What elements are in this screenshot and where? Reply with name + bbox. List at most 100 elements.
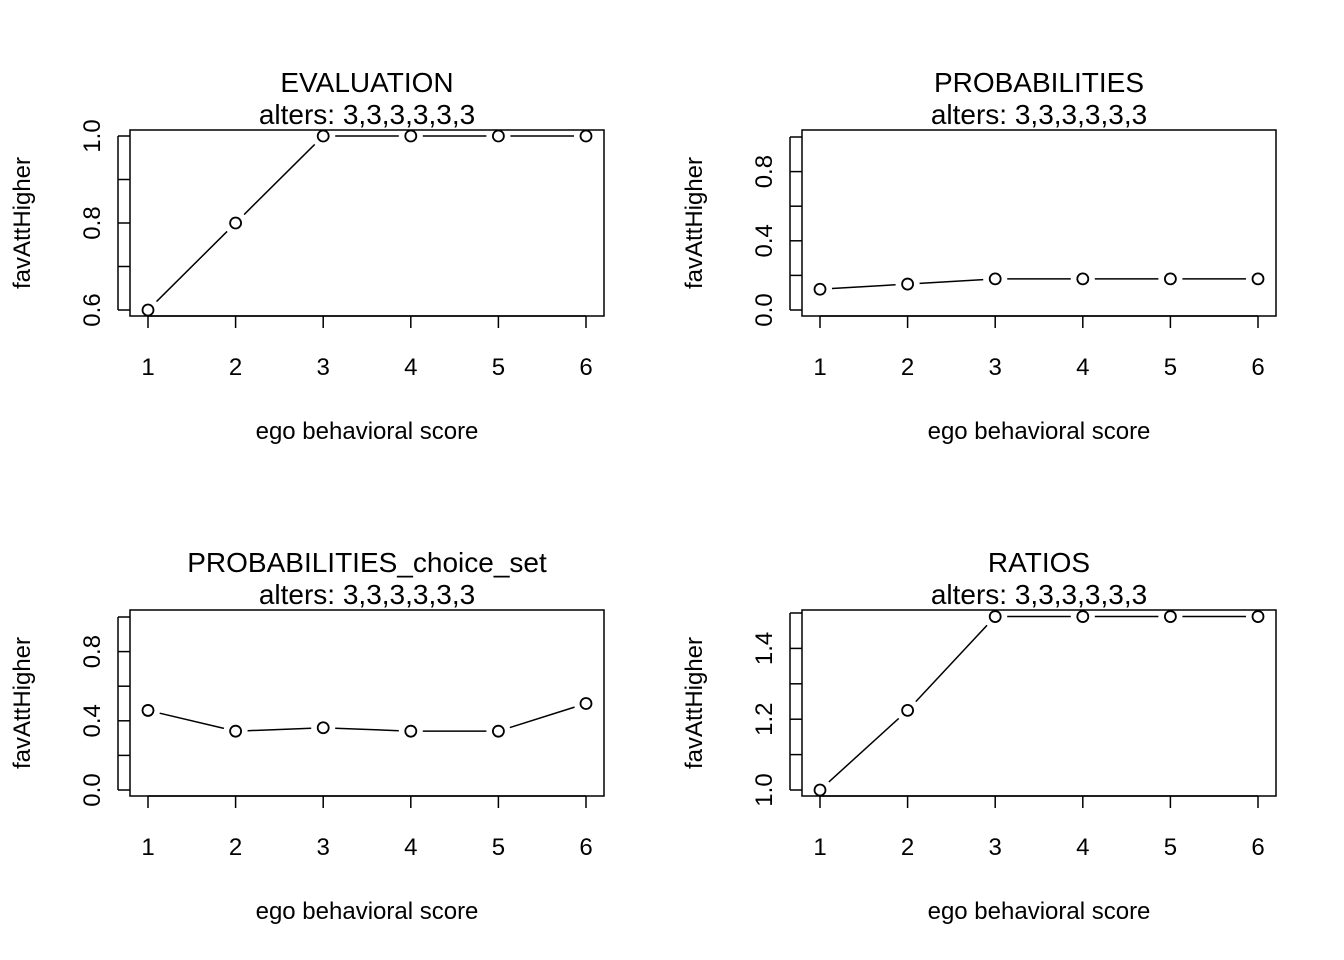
x-tick-label: 2 xyxy=(901,354,914,381)
series-segment xyxy=(828,717,900,783)
series-segment xyxy=(247,727,312,732)
chart-title: EVALUATION xyxy=(280,67,453,98)
chart-subtitle: alters: 3,3,3,3,3,3 xyxy=(931,99,1147,130)
y-tick-label: 1.2 xyxy=(751,703,778,736)
data-point xyxy=(988,272,1002,286)
x-tick-label: 3 xyxy=(989,354,1002,381)
x-tick-label: 2 xyxy=(229,354,242,381)
y-tick-label: 0.8 xyxy=(79,206,106,239)
series-segment xyxy=(243,143,316,216)
y-tick-label: 0.4 xyxy=(79,704,106,737)
data-point xyxy=(491,724,505,738)
y-tick-label: 1.4 xyxy=(751,632,778,665)
y-tick-label: 0.0 xyxy=(79,773,106,806)
x-tick-label: 5 xyxy=(1164,834,1177,861)
data-point xyxy=(141,303,155,317)
y-axis-label: favAttHigher xyxy=(9,157,36,289)
x-tick-label: 2 xyxy=(901,834,914,861)
x-tick-label: 4 xyxy=(404,834,417,861)
x-tick-label: 1 xyxy=(141,354,154,381)
data-point xyxy=(1251,272,1265,286)
series-line xyxy=(813,272,1265,296)
data-point xyxy=(141,704,155,717)
data-point xyxy=(316,129,330,143)
y-axis: 0.6 0.8 1.0 xyxy=(79,119,130,327)
x-tick-label: 5 xyxy=(1164,354,1177,381)
x-tick-label: 4 xyxy=(1076,354,1089,381)
x-tick-label: 3 xyxy=(989,834,1002,861)
y-axis: 1.0 1.2 1.4 xyxy=(751,612,802,807)
series-segment xyxy=(915,624,988,703)
series-line xyxy=(813,610,1265,797)
data-point xyxy=(1251,610,1265,623)
x-tick-label: 3 xyxy=(317,354,330,381)
chart-subtitle: alters: 3,3,3,3,3,3 xyxy=(259,579,475,610)
data-point xyxy=(316,721,330,735)
data-point xyxy=(404,129,418,143)
x-tick-label: 6 xyxy=(1251,834,1264,861)
data-point xyxy=(1076,610,1090,623)
x-tick-label: 4 xyxy=(1076,834,1089,861)
y-tick-label: 0.4 xyxy=(751,224,778,257)
x-axis-label: ego behavioral score xyxy=(928,898,1151,925)
series-segment xyxy=(155,230,228,303)
y-axis-label: favAttHigher xyxy=(681,637,708,769)
data-point xyxy=(579,697,593,710)
x-axis-label: ego behavioral score xyxy=(256,418,479,445)
x-tick-label: 6 xyxy=(579,834,592,861)
x-tick-label: 1 xyxy=(813,354,826,381)
x-axis: 1 2 3 4 5 6 xyxy=(813,315,1265,381)
y-tick-label: 1.0 xyxy=(79,119,106,152)
series-line xyxy=(141,129,593,317)
y-tick-label: 0.6 xyxy=(79,293,106,326)
x-tick-label: 4 xyxy=(404,354,417,381)
x-tick-label: 5 xyxy=(492,834,505,861)
series-segment xyxy=(509,706,575,729)
data-point xyxy=(1076,272,1090,286)
data-point xyxy=(404,724,418,738)
x-axis: 1 2 3 4 5 6 xyxy=(813,795,1265,861)
y-tick-label: 1.0 xyxy=(751,773,778,806)
x-tick-label: 1 xyxy=(141,834,154,861)
chart-subtitle: alters: 3,3,3,3,3,3 xyxy=(931,579,1147,610)
y-tick-label: 0.0 xyxy=(751,293,778,326)
x-axis-label: ego behavioral score xyxy=(256,898,479,925)
x-tick-label: 1 xyxy=(813,834,826,861)
x-tick-label: 3 xyxy=(317,834,330,861)
data-point xyxy=(491,129,505,143)
data-point xyxy=(579,129,593,143)
x-axis: 1 2 3 4 5 6 xyxy=(141,795,593,861)
y-axis-label: favAttHigher xyxy=(9,637,36,769)
chart-subtitle: alters: 3,3,3,3,3,3 xyxy=(259,99,475,130)
x-tick-label: 6 xyxy=(1251,354,1264,381)
series-segment xyxy=(831,284,896,290)
data-point xyxy=(813,783,827,797)
y-axis: 0.0 0.4 0.8 xyxy=(751,136,802,327)
data-point xyxy=(1164,610,1177,623)
data-point xyxy=(901,277,914,291)
data-point xyxy=(229,724,243,738)
series-segment xyxy=(919,278,984,285)
chart-title: RATIOS xyxy=(988,547,1090,578)
chart-title: PROBABILITIES xyxy=(934,67,1144,98)
data-point xyxy=(901,703,914,717)
data-point xyxy=(813,282,827,296)
y-tick-label: 0.8 xyxy=(751,155,778,188)
y-axis: 0.0 0.4 0.8 xyxy=(79,616,130,807)
x-axis-label: ego behavioral score xyxy=(928,418,1151,445)
data-point xyxy=(229,216,243,230)
series-segment xyxy=(159,712,225,730)
y-tick-label: 0.8 xyxy=(79,635,106,668)
series-segment xyxy=(335,727,399,732)
x-axis: 1 2 3 4 5 6 xyxy=(141,315,593,381)
chart-title: PROBABILITIES_choice_set xyxy=(187,547,547,578)
data-point xyxy=(988,610,1002,623)
x-tick-label: 5 xyxy=(492,354,505,381)
y-axis-label: favAttHigher xyxy=(681,157,708,289)
x-tick-label: 2 xyxy=(229,834,242,861)
